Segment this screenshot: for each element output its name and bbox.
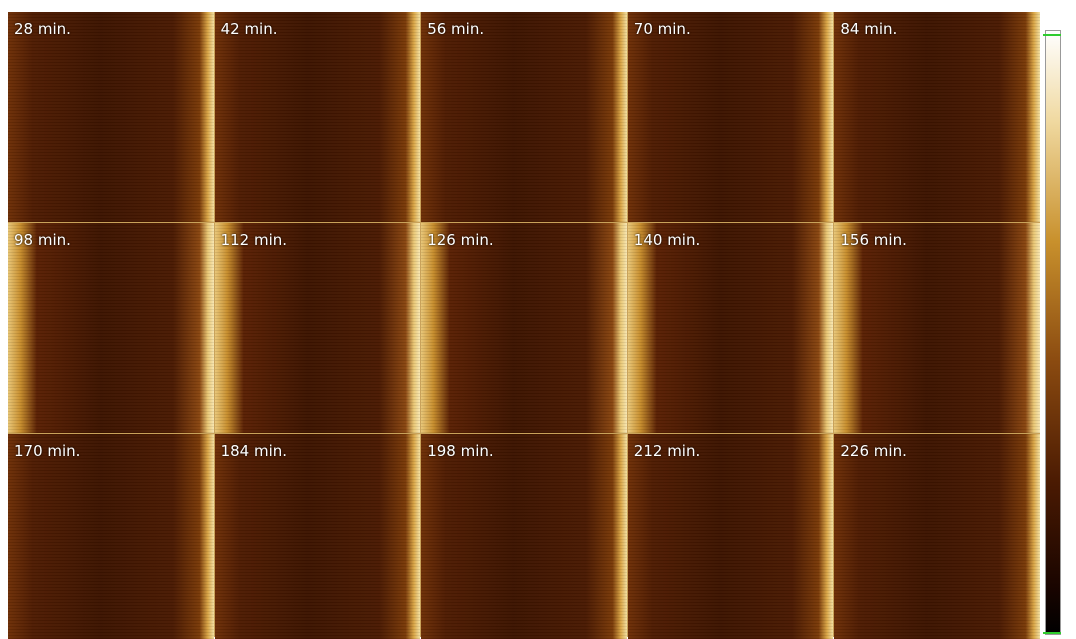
panel-label: 140 min. bbox=[634, 231, 700, 249]
panel-label: 184 min. bbox=[221, 442, 287, 460]
color-scale-bar bbox=[1045, 30, 1061, 635]
afm-panel: 70 min. bbox=[628, 12, 834, 222]
afm-panel: 84 min. bbox=[834, 12, 1040, 222]
page: 28 min. 42 min. 56 min. 70 min. 84 min. 98 mi… bbox=[0, 0, 1076, 637]
panel-label: 70 min. bbox=[634, 20, 691, 38]
afm-panel: 198 min. bbox=[421, 434, 627, 639]
afm-image-grid: 28 min. 42 min. 56 min. 70 min. 84 min. 98 mi… bbox=[8, 12, 1040, 637]
afm-panel: 56 min. bbox=[421, 12, 627, 222]
panel-label: 156 min. bbox=[840, 231, 906, 249]
panel-label: 42 min. bbox=[221, 20, 278, 38]
panel-label: 98 min. bbox=[14, 231, 71, 249]
panel-label: 198 min. bbox=[427, 442, 493, 460]
panel-label: 170 min. bbox=[14, 442, 80, 460]
afm-panel: 212 min. bbox=[628, 434, 834, 639]
panel-label: 28 min. bbox=[14, 20, 71, 38]
afm-panel: 140 min. bbox=[628, 223, 834, 433]
afm-panel: 98 min. bbox=[8, 223, 214, 433]
afm-panel: 226 min. bbox=[834, 434, 1040, 639]
afm-panel: 156 min. bbox=[834, 223, 1040, 433]
afm-panel: 126 min. bbox=[421, 223, 627, 433]
panel-label: 56 min. bbox=[427, 20, 484, 38]
panel-label: 112 min. bbox=[221, 231, 287, 249]
panel-label: 212 min. bbox=[634, 442, 700, 460]
afm-panel: 170 min. bbox=[8, 434, 214, 639]
afm-panel: 42 min. bbox=[215, 12, 421, 222]
panel-label: 226 min. bbox=[840, 442, 906, 460]
afm-panel: 184 min. bbox=[215, 434, 421, 639]
afm-panel: 112 min. bbox=[215, 223, 421, 433]
color-scale-marker bbox=[1043, 632, 1061, 634]
afm-panel: 28 min. bbox=[8, 12, 214, 222]
color-scale-marker bbox=[1043, 34, 1061, 36]
panel-label: 126 min. bbox=[427, 231, 493, 249]
panel-label: 84 min. bbox=[840, 20, 897, 38]
